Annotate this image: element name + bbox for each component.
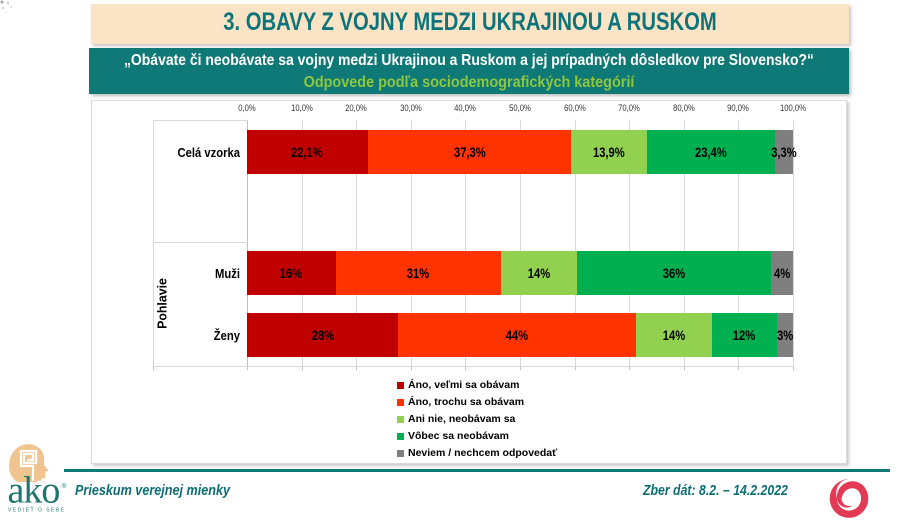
- svg-text:ako: ako: [8, 470, 60, 512]
- svg-text:®: ®: [62, 482, 67, 490]
- svg-text:VEDIEŤ O SEBE: VEDIEŤ O SEBE: [8, 506, 66, 514]
